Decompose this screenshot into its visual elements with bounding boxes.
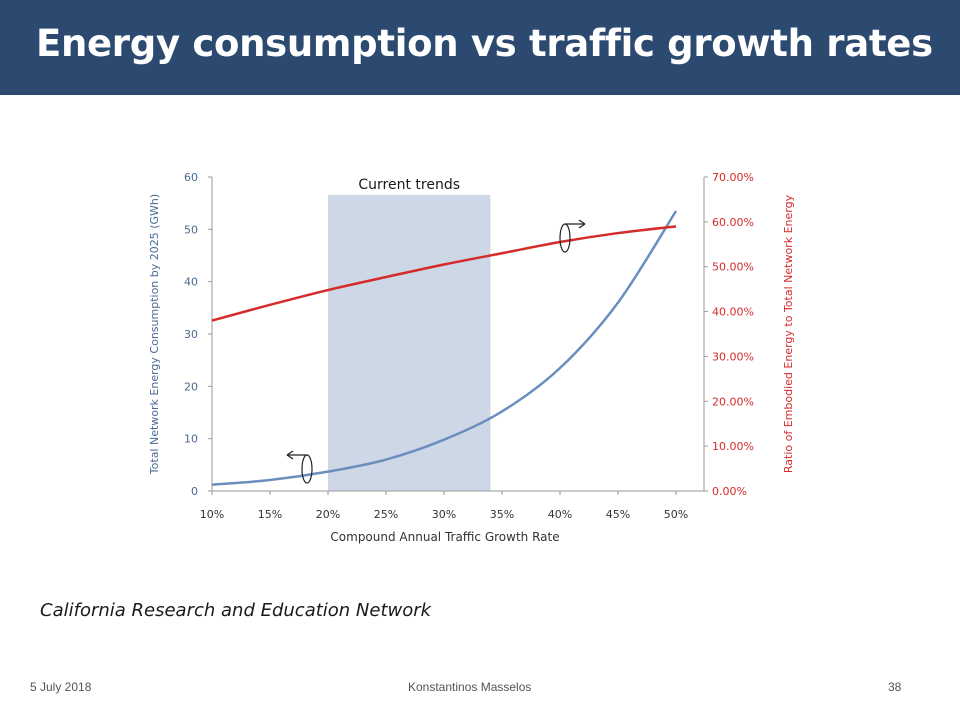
- x-tick-label: 30%: [432, 508, 456, 521]
- right-axis-title: Ratio of Embodied Energy to Total Networ…: [782, 194, 795, 473]
- left-tick-label: 60: [184, 171, 198, 184]
- x-tick-label: 50%: [664, 508, 688, 521]
- x-tick-label: 15%: [258, 508, 282, 521]
- left-tick-label: 20: [184, 380, 198, 393]
- right-tick-label: 70.00%: [712, 171, 754, 184]
- x-tick-label: 45%: [606, 508, 630, 521]
- title-bar: Energy consumption vs traffic growth rat…: [0, 0, 960, 95]
- energy-series-line: [211, 210, 678, 486]
- x-tick-label: 10%: [200, 508, 224, 521]
- left-tick-label: 30: [184, 328, 198, 341]
- right-axis-indicator-ellipse: [559, 223, 571, 253]
- x-axis-title: Compound Annual Traffic Growth Rate: [330, 530, 559, 544]
- footer-page-number: 38: [888, 680, 902, 694]
- x-tick-label: 20%: [316, 508, 340, 521]
- right-tick-label: 60.00%: [712, 216, 754, 229]
- left-axis-indicator-ellipse: [301, 454, 313, 484]
- left-tick-label: 50: [184, 223, 198, 236]
- right-tick-label: 40.00%: [712, 306, 754, 319]
- x-tick-label: 35%: [490, 508, 514, 521]
- footer-date: 5 July 2018: [30, 680, 92, 694]
- ratio-series-line: [211, 225, 677, 322]
- left-tick-label: 40: [184, 276, 198, 289]
- left-tick-label: 10: [184, 433, 198, 446]
- right-tick-label: 0.00%: [712, 485, 747, 498]
- x-tick-label: 40%: [548, 508, 572, 521]
- left-axis-indicator-arrow-head: [286, 450, 294, 460]
- right-tick-label: 10.00%: [712, 440, 754, 453]
- right-tick-label: 30.00%: [712, 350, 754, 363]
- right-tick-label: 20.00%: [712, 395, 754, 408]
- right-tick-label: 50.00%: [712, 261, 754, 274]
- current-trends-band: [328, 195, 491, 491]
- slide-title: Energy consumption vs traffic growth rat…: [36, 22, 933, 65]
- source-caption: California Research and Education Networ…: [40, 600, 432, 621]
- right-axis-indicator-arrow-head: [578, 219, 586, 229]
- footer-author: Konstantinos Masselos: [408, 680, 532, 694]
- left-axis-title: Total Network Energy Consumption by 2025…: [148, 194, 161, 475]
- current-trends-label: Current trends: [358, 177, 460, 193]
- x-tick-label: 25%: [374, 508, 398, 521]
- left-tick-label: 0: [191, 485, 198, 498]
